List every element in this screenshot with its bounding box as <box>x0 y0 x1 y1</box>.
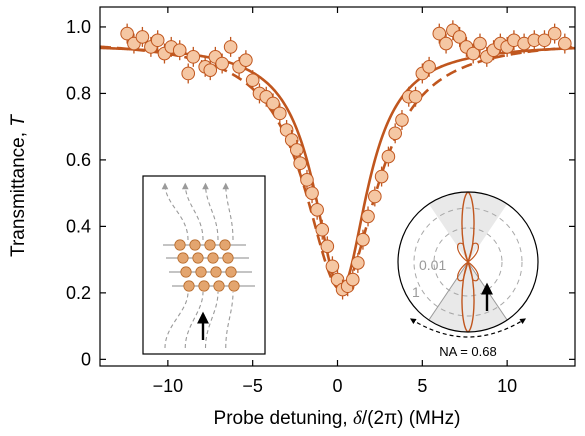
data-point <box>172 43 187 58</box>
data-point <box>186 50 201 64</box>
x-tick-label: −10 <box>153 376 184 396</box>
data-point <box>320 239 335 254</box>
radiation-pattern-inset: 0.01 1 NA = 0.68 <box>397 191 539 359</box>
data-point <box>181 66 196 81</box>
radiation-inset-frame <box>397 191 539 333</box>
side-lobes <box>457 242 479 264</box>
x-tick-label: 0 <box>332 376 342 396</box>
data-point <box>473 36 487 51</box>
log-ring <box>433 227 503 297</box>
x-axis-label: Probe detuning, δ/(2π) (MHz) <box>214 408 461 429</box>
ring-label-outer: 1 <box>412 284 420 300</box>
atom <box>219 239 231 251</box>
side-lobes <box>457 260 479 282</box>
y-tick-label: 1.0 <box>66 17 91 37</box>
data-point <box>422 60 436 74</box>
axis-ticks: −10 −5 0 5 10 0 0.2 0.4 0.6 0.8 1.0 <box>66 7 575 396</box>
ring-label-inner: 0.01 <box>419 257 446 273</box>
atom <box>174 239 186 251</box>
upper-beam-line <box>181 182 204 241</box>
upper-beam-line <box>202 182 219 241</box>
x-tick-label: 10 <box>497 376 517 396</box>
x-tick-label: −5 <box>242 376 263 396</box>
atom <box>210 266 222 278</box>
data-point <box>203 63 218 77</box>
atom <box>204 239 216 251</box>
data-point <box>351 256 365 270</box>
data-point <box>361 209 375 224</box>
atom <box>225 266 237 278</box>
data-point <box>310 202 324 217</box>
collection-cone-top <box>413 192 523 262</box>
lower-beam-line <box>225 291 234 349</box>
y-tick-label: 0.6 <box>66 150 91 170</box>
lower-beam-line <box>184 291 204 349</box>
atom <box>195 266 207 278</box>
data-point <box>439 36 453 51</box>
atom <box>183 280 195 292</box>
data-point <box>537 33 552 48</box>
data-point <box>395 113 409 127</box>
data-point <box>293 156 307 171</box>
data-point <box>408 89 423 104</box>
x-tick-label: 5 <box>417 376 427 396</box>
data-point <box>215 56 229 71</box>
forward-lobe <box>461 192 475 264</box>
y-tick-label: 0.2 <box>66 283 91 303</box>
atom <box>180 266 192 278</box>
data-point <box>245 73 260 87</box>
na-label: NA = 0.68 <box>439 344 496 359</box>
atom <box>207 252 219 264</box>
lower-beam-line <box>204 291 219 349</box>
atom <box>222 252 234 264</box>
data-point <box>239 53 253 67</box>
data-point <box>223 40 238 54</box>
data-point <box>345 272 360 287</box>
atom <box>192 252 204 264</box>
data-point <box>374 169 389 184</box>
y-axis-label: Transmittance, T <box>8 114 29 257</box>
atom <box>228 280 240 292</box>
data-point <box>135 30 150 44</box>
log-ring <box>413 207 523 317</box>
y-tick-label: 0.8 <box>66 83 91 103</box>
upper-beam-line <box>161 182 189 241</box>
data-point <box>381 149 396 164</box>
data-point <box>300 173 314 187</box>
data-point <box>368 189 382 204</box>
data-point <box>315 222 330 237</box>
atom <box>189 239 201 251</box>
data-points <box>120 20 572 300</box>
data-point <box>356 232 370 247</box>
upper-beam-line <box>222 182 234 241</box>
data-point <box>558 36 572 51</box>
data-point <box>388 126 402 141</box>
data-point <box>273 106 287 121</box>
lower-beam-line <box>164 291 189 349</box>
atom <box>213 280 225 292</box>
data-point <box>289 143 304 157</box>
backward-lobe <box>461 260 475 332</box>
atom-array-inset <box>142 175 266 355</box>
data-point <box>305 186 319 200</box>
na-arrow <box>409 318 527 338</box>
data-point <box>547 26 562 41</box>
atom <box>198 280 210 292</box>
atom <box>177 252 189 264</box>
y-tick-label: 0 <box>81 349 91 369</box>
data-point <box>325 259 340 274</box>
data-point <box>150 33 165 48</box>
y-tick-label: 0.4 <box>66 216 91 236</box>
